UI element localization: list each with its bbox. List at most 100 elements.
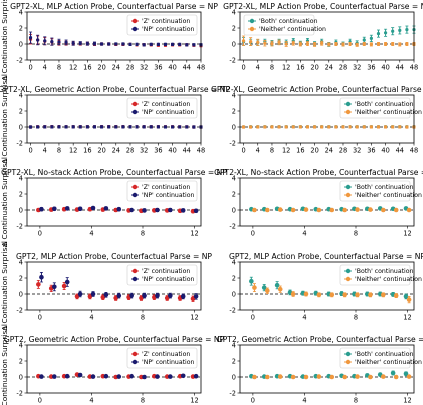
plot-frame [239, 177, 415, 227]
legend-box [126, 347, 198, 369]
data-point [77, 372, 83, 378]
data-point [406, 207, 412, 213]
data-point [103, 206, 109, 211]
x-tick-label: 16 [83, 64, 91, 72]
y-tick-label: 2 [232, 191, 236, 199]
chart-title: GPT2, Geometric Action Probe, Counterfac… [4, 335, 225, 344]
data-point [405, 42, 409, 46]
x-tick-label: 16 [83, 147, 91, 155]
chart-title: GPT2, MLP Action Probe, Counterfactual P… [16, 252, 212, 261]
x-tick-label: 4 [256, 64, 260, 72]
data-point [192, 43, 196, 47]
data-point [403, 371, 409, 377]
x-tick-label: 40 [168, 147, 176, 155]
legend-label: 'Neither' continuation [355, 276, 422, 283]
x-tick-label: 0 [241, 147, 245, 155]
data-point [90, 374, 96, 379]
data-point [241, 125, 246, 129]
data-point [36, 38, 40, 42]
data-point [390, 370, 396, 376]
data-point [406, 374, 412, 379]
chart-panel: GPT2-XL, Geometric Action Probe, Counter… [0, 74, 230, 164]
y-tick-label: 4 [19, 175, 23, 183]
legend-marker [132, 18, 138, 24]
data-point [180, 294, 186, 299]
data-point [381, 292, 386, 298]
data-point [270, 42, 274, 46]
data-point [39, 274, 44, 280]
chart-panel: GPT2, Geometric Action Probe, Counterfac… [0, 324, 225, 405]
data-point [193, 294, 199, 299]
data-point [149, 125, 153, 129]
x-tick-label: 12 [282, 64, 290, 72]
data-point [303, 374, 309, 380]
data-point [107, 42, 111, 46]
legend-box [339, 264, 411, 286]
x-tick-label: 24 [325, 64, 333, 72]
x-tick-label: 48 [197, 64, 205, 72]
legend-label: 'Z' continuation [142, 351, 190, 358]
chart-panel: GPT2-XL, MLP Action Probe, Counterfactua… [223, 2, 423, 72]
data-point [383, 42, 388, 46]
data-point [355, 207, 360, 212]
data-point [277, 125, 281, 129]
data-point [334, 125, 338, 129]
y-tick-label: 4 [232, 9, 236, 17]
data-point [291, 41, 295, 45]
data-point [252, 207, 257, 213]
x-tick-label: 36 [154, 64, 162, 72]
plot-frame [26, 11, 202, 61]
data-point [277, 40, 281, 45]
x-tick-label: 40 [381, 64, 389, 72]
legend-box [126, 14, 198, 36]
x-tick-label: 0 [251, 230, 255, 238]
legend-label: 'NP' continuation [142, 359, 195, 366]
legend-marker [132, 276, 138, 282]
data-point [376, 31, 381, 36]
data-point [249, 278, 254, 284]
y-tick-label: 4 [19, 92, 23, 100]
data-point [334, 42, 338, 46]
x-tick-label: 12 [69, 147, 77, 155]
data-point [156, 42, 160, 47]
x-tick-label: 12 [190, 397, 198, 405]
data-point [185, 43, 189, 47]
chart-title: GPT2-XL, No-stack Action Probe, Counterf… [1, 168, 227, 177]
y-tick-label: 0 [19, 291, 23, 299]
data-point [327, 125, 331, 129]
data-point [362, 42, 366, 46]
data-point [170, 125, 175, 129]
legend-marker [345, 192, 351, 198]
chart-title: GPT2, Geometric Action Probe, Counterfac… [217, 335, 423, 344]
data-point [348, 42, 352, 46]
x-tick-label: 12 [403, 314, 411, 322]
legend-marker [345, 276, 351, 282]
y-tick-label: -2 [229, 223, 236, 231]
x-tick-label: 0 [28, 64, 32, 72]
x-tick-label: 36 [367, 64, 375, 72]
data-point [406, 297, 412, 302]
x-tick-label: 32 [353, 147, 361, 155]
chart-panel: GPT2-XL, MLP Action Probe, Counterfactua… [0, 0, 218, 81]
y-axis-label: Δ Continuation Surprisal [0, 157, 9, 247]
data-point [342, 292, 347, 298]
x-tick-label: 8 [270, 147, 274, 155]
data-point [312, 125, 317, 129]
x-tick-label: 44 [183, 147, 191, 155]
y-tick-label: -2 [16, 223, 23, 231]
data-point [284, 42, 288, 46]
data-point [78, 125, 82, 129]
legend-label: 'NP' continuation [142, 109, 195, 116]
data-point [50, 125, 54, 129]
data-point [77, 291, 83, 297]
x-tick-label: 0 [38, 230, 42, 238]
legend-label: 'Neither' continuation [355, 192, 422, 199]
data-point [298, 125, 302, 129]
data-point [369, 42, 373, 47]
data-point [265, 207, 270, 213]
plot-frame [26, 344, 202, 394]
data-point [265, 288, 270, 294]
data-point [52, 206, 57, 212]
x-tick-label: 8 [57, 64, 61, 72]
x-tick-label: 28 [126, 147, 134, 155]
